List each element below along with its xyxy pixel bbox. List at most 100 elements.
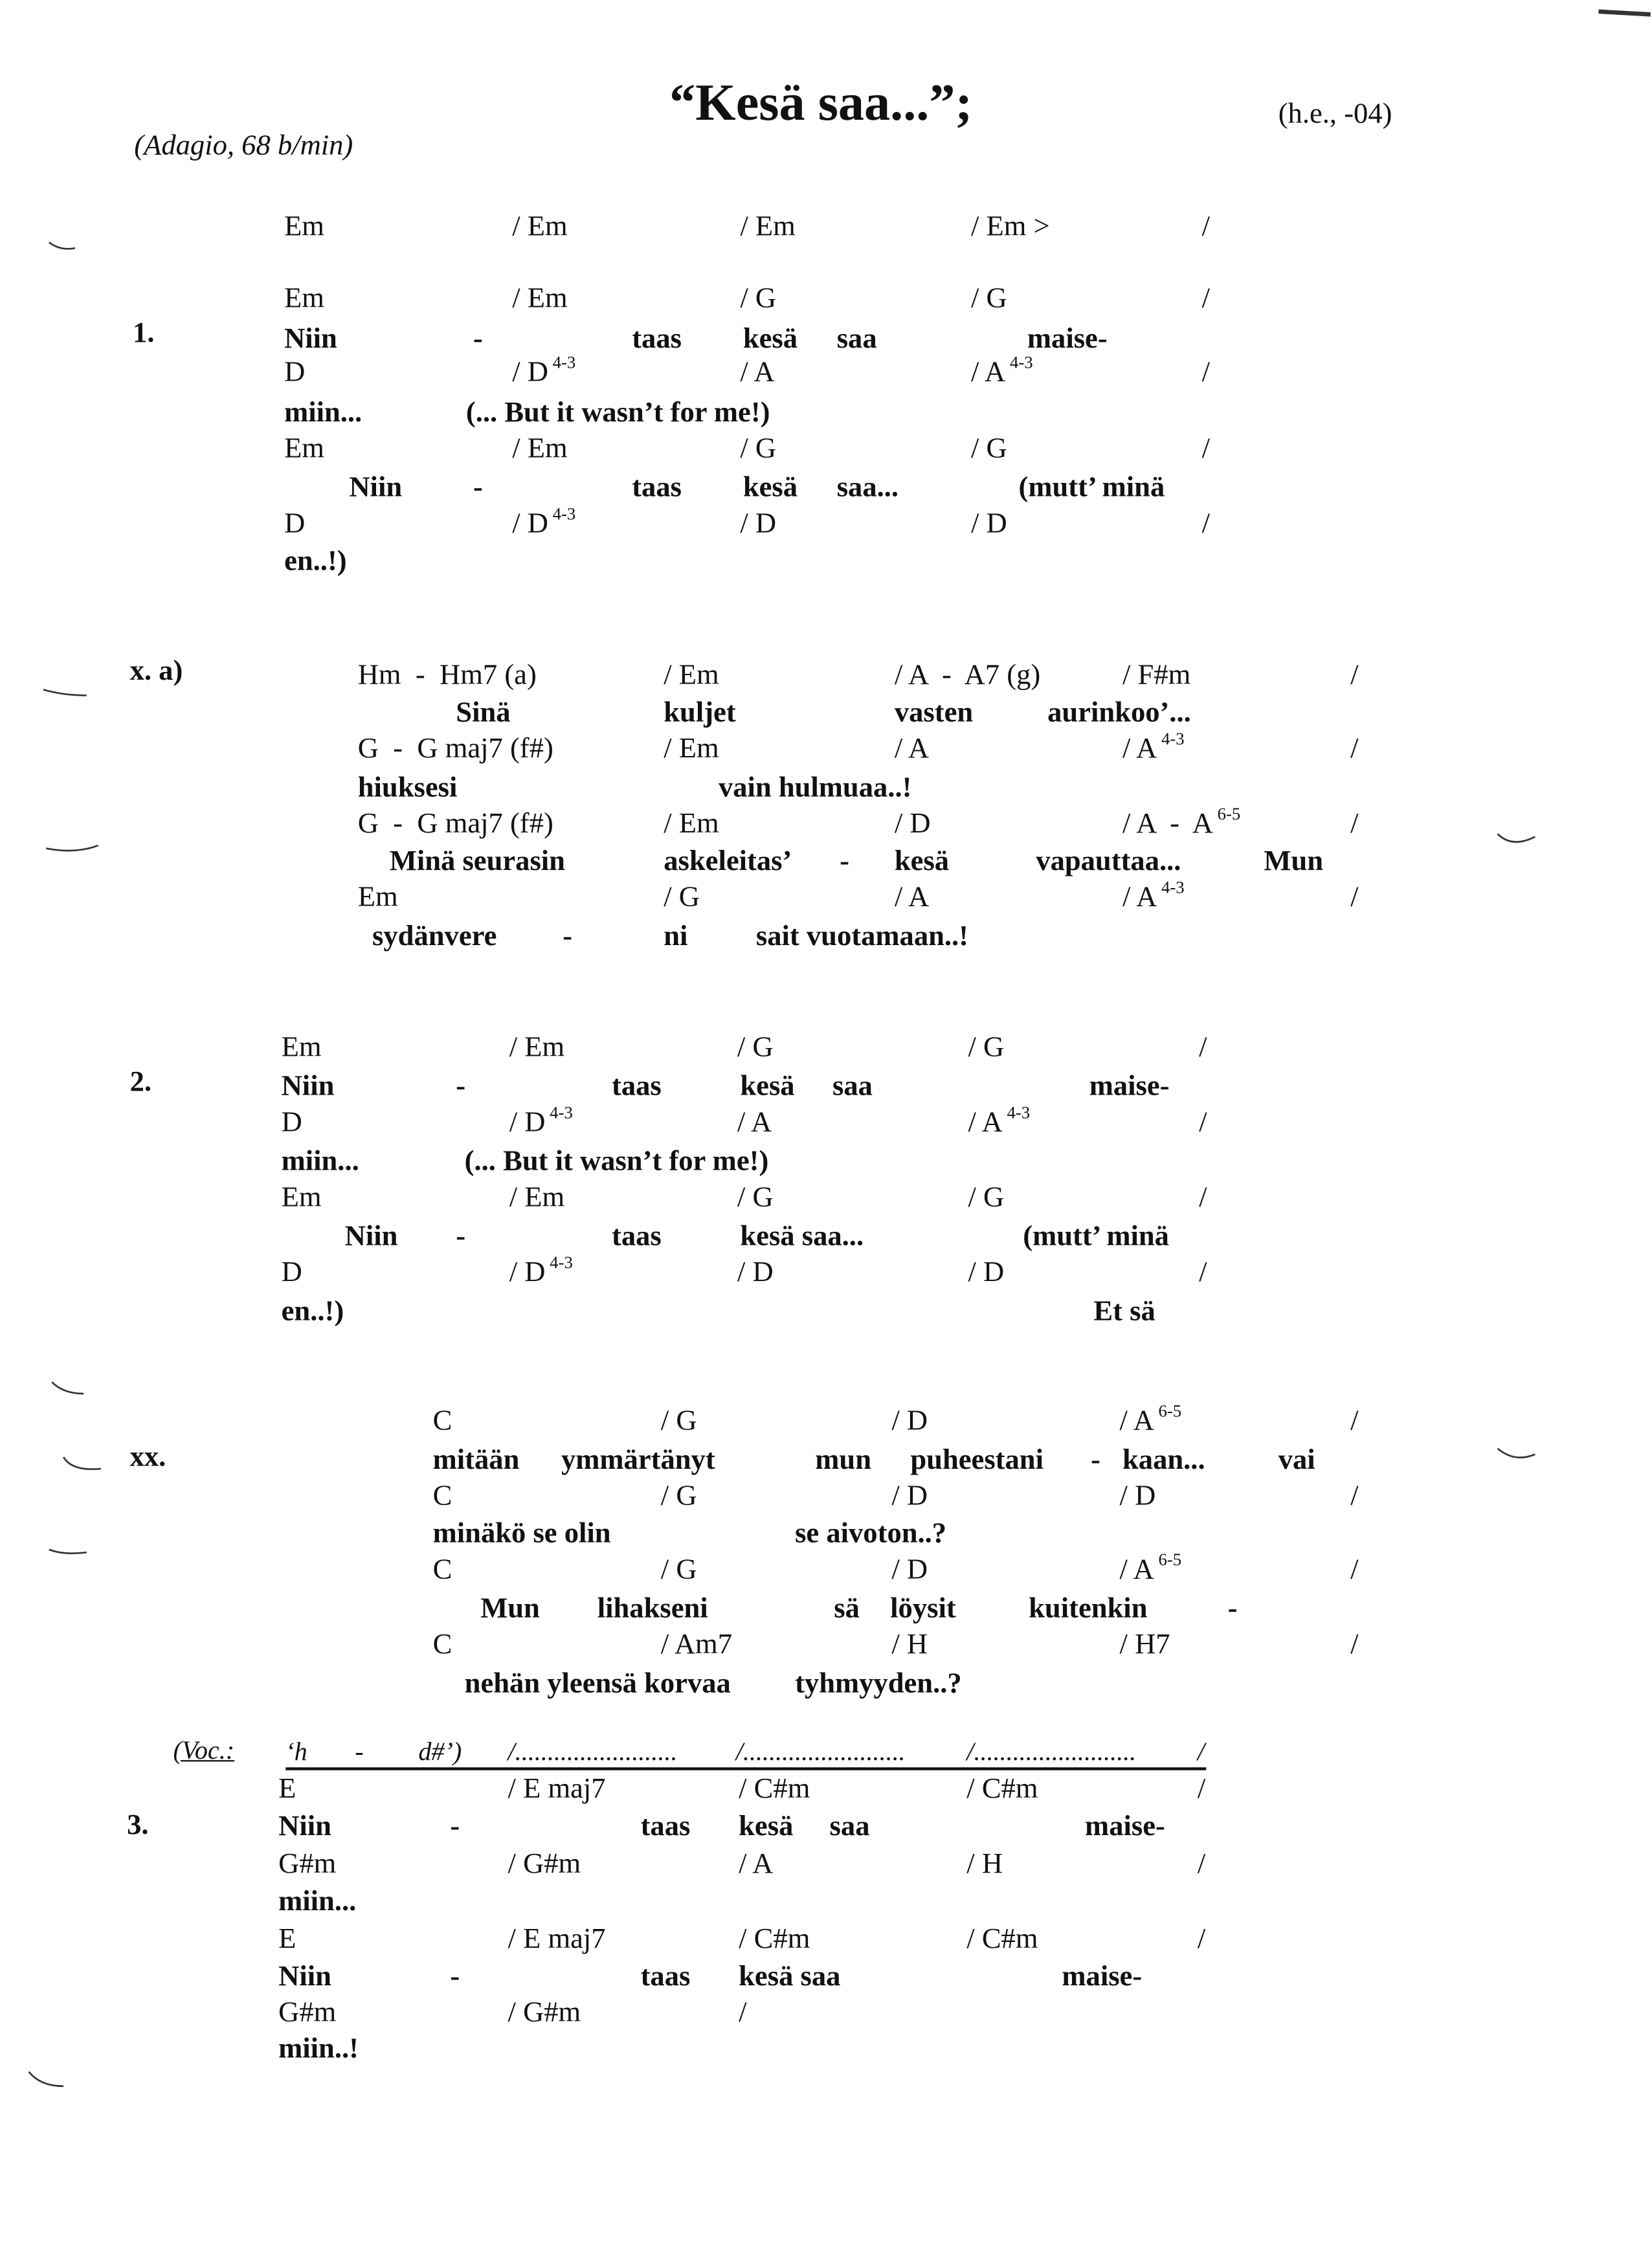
lyric-text: Mun — [480, 1592, 540, 1625]
chord-text: / — [1197, 1923, 1206, 1956]
chord: / C#m — [739, 1772, 810, 1806]
lyric: saa — [837, 322, 877, 356]
lyric: taas — [641, 1959, 691, 1994]
lyric: (... But it wasn’t for me!) — [465, 1144, 769, 1178]
lyric-text: taas — [612, 1220, 662, 1253]
lyric: - — [450, 1809, 460, 1844]
chord-text: / H — [891, 1629, 928, 1661]
chord-text: / — [1201, 432, 1210, 465]
lyric: Mun — [480, 1591, 540, 1625]
lyric: hiuksesi — [358, 770, 458, 805]
lyric: askeleitas’ — [664, 844, 792, 878]
margin-mark — [49, 1548, 87, 1554]
chord-text: / — [1350, 881, 1359, 913]
chord-text: G - G maj7 (f#) — [357, 733, 553, 765]
chord: / Em — [509, 1030, 564, 1064]
chord-text: / D — [894, 808, 931, 840]
chord: / Em — [512, 282, 567, 316]
chord-text: Em — [284, 282, 324, 315]
chord: / Em — [512, 209, 567, 243]
chord-text: / D — [509, 1106, 546, 1139]
lyric-text: - — [473, 323, 483, 355]
lyric: vasten — [895, 695, 973, 730]
lyric: saa... — [837, 471, 899, 505]
chord-text: Em — [284, 210, 324, 243]
chord: / Am7 — [661, 1627, 732, 1662]
chord-text: C — [432, 1480, 452, 1512]
chord-text: C — [432, 1629, 452, 1661]
lyric: - — [473, 322, 483, 356]
chord-text: / G — [664, 881, 700, 913]
chord-text: / E maj7 — [508, 1773, 606, 1805]
chord-text: / G#m — [508, 1996, 581, 2029]
chord-text: / D — [891, 1480, 928, 1512]
chord-text: / — [1199, 1256, 1207, 1289]
chord: C — [433, 1404, 452, 1438]
chord-text: / E maj7 — [508, 1923, 606, 1956]
chord-text: / G — [660, 1480, 697, 1512]
lyric-text: sä — [834, 1592, 860, 1625]
lyric-text: (... But it wasn’t for me!) — [465, 396, 770, 429]
chord: / A 6-5 — [1119, 1550, 1182, 1590]
lyric: en..!) — [282, 1294, 344, 1328]
chord-text: / D — [740, 507, 777, 540]
verse3-label: 3. — [127, 1809, 149, 1841]
lyric: taas — [632, 471, 682, 505]
lyric: kesä — [743, 471, 798, 505]
chord-text: / C#m — [966, 1923, 1038, 1956]
lyric-text: löysit — [890, 1592, 956, 1625]
chord: / E maj7 — [508, 1922, 606, 1956]
lyric-text: (mutt’ minä — [1018, 471, 1165, 504]
chord: / D 4-3 — [512, 351, 576, 392]
lyric-text: (... But it wasn’t for me!) — [464, 1145, 769, 1177]
lyric: kuitenkin — [1029, 1591, 1147, 1625]
chord: / — [1350, 1627, 1358, 1662]
lyric: saa — [830, 1809, 870, 1844]
lyric-text: kuitenkin — [1029, 1592, 1148, 1625]
chord: / G#m — [508, 1995, 581, 2029]
lyric: maise- — [1089, 1069, 1170, 1104]
lyric-text: - — [1090, 1444, 1100, 1477]
chord: / G — [661, 1404, 697, 1438]
chord-text: / G — [740, 432, 777, 465]
verse2-label: 2. — [129, 1066, 152, 1098]
chord-text: / A — [739, 1848, 774, 1880]
chord: / A — [895, 880, 929, 915]
chord: / D 4-3 — [512, 504, 575, 544]
lyric-text: se aivoton..? — [795, 1517, 947, 1550]
lyric-text: puheestani — [910, 1444, 1044, 1477]
chord-text: / H — [966, 1848, 1003, 1880]
chord-text: / Em — [509, 1181, 565, 1214]
lyric-text: taas — [640, 1811, 691, 1843]
chord-text: / A — [1119, 1554, 1154, 1586]
chord-text: / Em — [664, 808, 719, 840]
lyric-text: vai — [1278, 1444, 1315, 1477]
chord-text: D — [281, 1256, 302, 1289]
lyric: kaan... — [1122, 1443, 1205, 1477]
lyric: kuljet — [664, 695, 735, 730]
chord-text: G - G maj7 (f#) — [357, 808, 553, 840]
chord: / A 4-3 — [970, 352, 1033, 392]
chord-suspension-superscript: 4-3 — [552, 351, 576, 373]
chord: / D — [737, 1255, 774, 1289]
chord-text: / D — [512, 507, 548, 540]
lyric: kesä — [739, 1809, 793, 1844]
chord: / — [739, 1995, 746, 2029]
chord: / — [1198, 1772, 1205, 1806]
chord-text: / A - A7 (g) — [894, 659, 1041, 691]
chord: / A — [739, 1847, 773, 1881]
lyric: kesä — [740, 1069, 794, 1104]
lyric: maise- — [1085, 1809, 1165, 1844]
chord-suspension-superscript: 6-5 — [1217, 803, 1241, 824]
chord: / — [1350, 807, 1358, 841]
chord-text: / A — [894, 733, 930, 765]
lyric-text: saa — [836, 323, 877, 355]
chord-text: / A — [970, 356, 1006, 388]
chord: / — [1350, 658, 1358, 692]
chord-text: / A — [1122, 881, 1157, 913]
chord: / D 4-3 — [509, 1253, 573, 1293]
chord: / G — [740, 431, 776, 465]
lyric-text: - — [456, 1220, 466, 1253]
vocal-label: (Voc.: — [173, 1735, 235, 1765]
